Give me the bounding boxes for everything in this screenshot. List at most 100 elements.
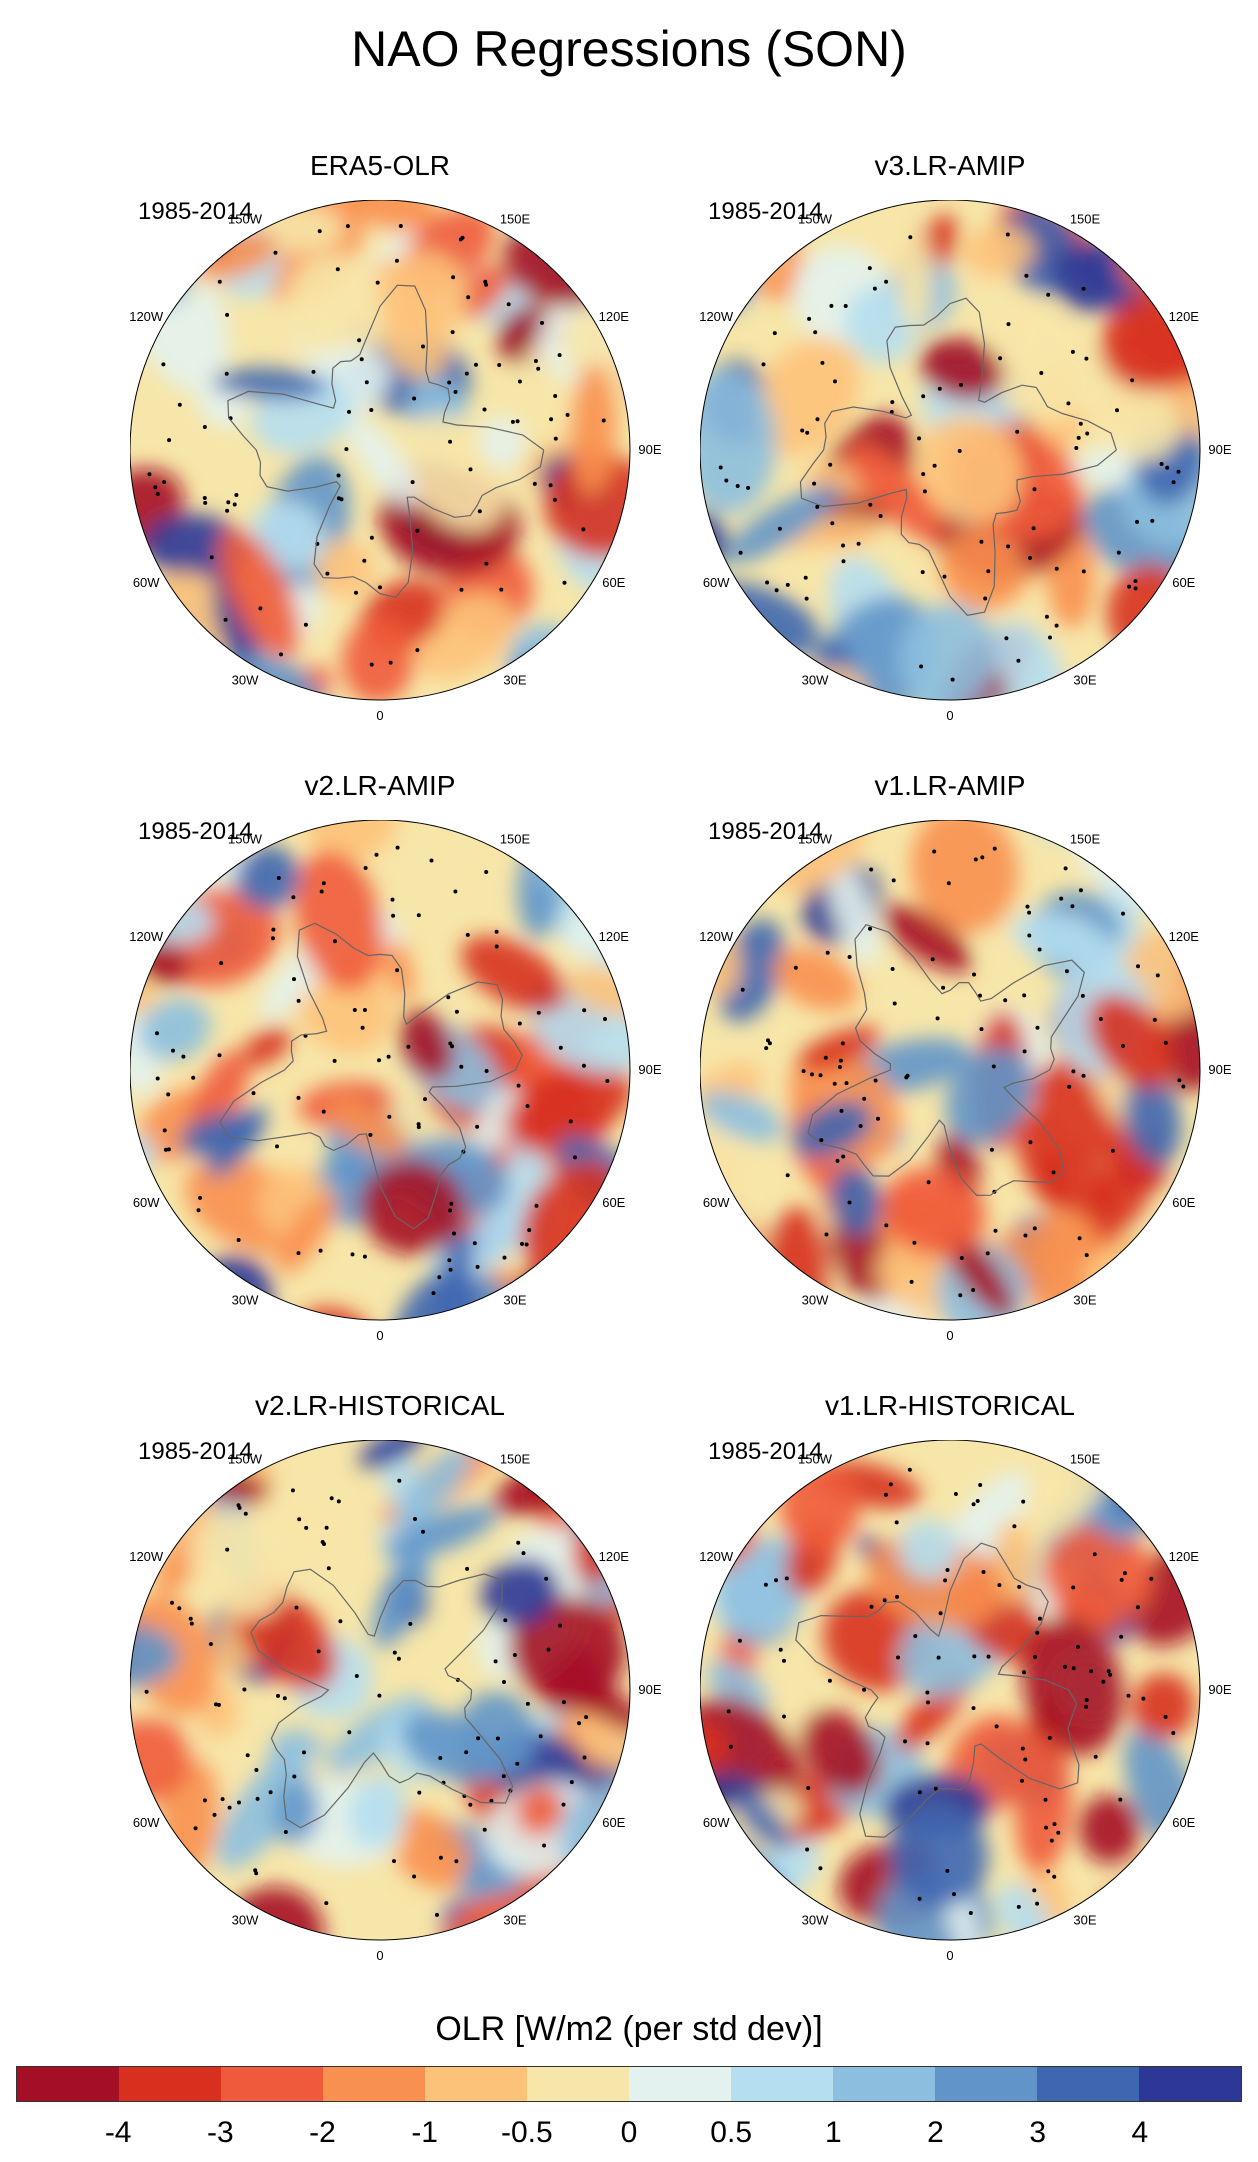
period-label: 1985-2014: [708, 818, 823, 845]
significance-dot: [1078, 421, 1083, 426]
coastline: [799, 297, 1117, 616]
significance-dot: [364, 380, 369, 385]
significance-dot: [1070, 904, 1075, 909]
significance-dot: [843, 304, 848, 308]
anomaly-region: [827, 856, 880, 966]
anomaly-region: [390, 1268, 481, 1320]
significance-dot: [936, 1655, 941, 1660]
significance-dot: [1047, 1735, 1052, 1740]
significance-dot: [415, 648, 420, 653]
colorbar: [16, 2066, 1242, 2102]
anomaly-region: [273, 1780, 320, 1844]
significance-dot: [847, 955, 852, 959]
anomaly-region: [829, 1166, 882, 1237]
significance-dot: [1028, 1140, 1033, 1145]
anomaly-region: [461, 935, 566, 1013]
longitude-label: 90E: [638, 442, 661, 457]
significance-dot: [793, 965, 798, 970]
significance-dot: [1031, 526, 1036, 531]
coastline: [795, 1542, 1080, 1838]
significance-dot: [841, 1154, 846, 1159]
map-border: [700, 200, 1201, 701]
polar-map: 180150E120E90E60E30E030W60W90W120W150W: [130, 1440, 662, 1963]
significance-dot: [868, 926, 872, 931]
significance-dot: [862, 1687, 867, 1692]
significance-dot: [1035, 1025, 1040, 1030]
significance-dot: [778, 1647, 783, 1652]
significance-dot: [815, 417, 820, 422]
significance-dot: [945, 1568, 950, 1572]
significance-dot: [935, 1016, 940, 1021]
colorbar-tick-label: 1: [824, 2116, 842, 2149]
significance-dot: [1163, 1040, 1168, 1045]
significance-dot: [283, 1830, 288, 1834]
anomaly-region: [1083, 1131, 1161, 1248]
significance-dot: [1127, 584, 1132, 589]
significance-dot: [524, 1242, 529, 1247]
significance-dot: [495, 1736, 500, 1741]
significance-dot: [1039, 371, 1044, 375]
significance-dot: [573, 1155, 577, 1160]
significance-dot: [582, 1755, 587, 1760]
significance-dot: [318, 1248, 323, 1253]
significance-dot: [162, 480, 167, 485]
significance-dot: [296, 998, 301, 1003]
anomaly-region: [167, 1908, 234, 1940]
significance-dot: [979, 1027, 984, 1032]
significance-dot: [533, 359, 538, 363]
olr-field: [700, 1440, 1200, 1940]
longitude-label: 30W: [232, 1912, 259, 1927]
significance-dot: [830, 521, 835, 526]
colorbar-tick-label: -1: [411, 2116, 438, 2149]
anomaly-region: [371, 1553, 429, 1648]
significance-dot: [1176, 469, 1181, 474]
significance-dot: [392, 1859, 396, 1864]
significance-dot: [992, 846, 997, 851]
anomaly-region: [569, 363, 617, 497]
significance-dot: [869, 867, 874, 872]
significance-dot: [894, 1520, 899, 1525]
significance-dot: [932, 849, 937, 854]
significance-dot: [1063, 866, 1068, 871]
colorbar-swatch: [221, 2067, 323, 2101]
significance-dot: [1024, 273, 1029, 278]
map-panel: v3.LR-AMIP180150E120E90E60E30E030W60W90W…: [670, 150, 1232, 750]
significance-dot: [957, 449, 962, 453]
longitude-label: 30E: [1073, 1292, 1096, 1307]
significance-dot: [917, 1790, 922, 1795]
significance-dot: [746, 485, 751, 490]
anomaly-region: [735, 1791, 791, 1850]
significance-dot: [737, 1638, 742, 1643]
significance-dot: [1122, 1571, 1127, 1576]
significance-dot: [357, 338, 362, 343]
colorbar-swatch: [731, 2067, 833, 2101]
significance-dot: [959, 1256, 964, 1260]
significance-dot: [1070, 349, 1075, 354]
significance-dot: [569, 1780, 574, 1785]
significance-dot: [1022, 1670, 1026, 1675]
significance-dot: [302, 1750, 306, 1755]
anomaly-region: [800, 1709, 881, 1795]
significance-dot: [1054, 566, 1059, 571]
significance-dot: [292, 977, 296, 982]
significance-dot: [515, 419, 520, 424]
significance-dot: [873, 1078, 878, 1083]
significance-dot: [273, 250, 278, 255]
significance-dot: [1066, 401, 1071, 406]
significance-dot: [986, 569, 991, 574]
significance-dot: [1171, 1731, 1176, 1735]
significance-dot: [1025, 904, 1030, 909]
anomaly-region: [706, 1660, 770, 1715]
significance-dot: [1084, 1253, 1089, 1258]
significance-dot: [448, 1041, 453, 1046]
significance-dot: [449, 1201, 454, 1206]
significance-dot: [375, 280, 380, 285]
significance-dot: [276, 876, 281, 880]
significance-dot: [549, 417, 554, 422]
significance-dot: [1171, 480, 1176, 485]
significance-dot: [825, 950, 830, 955]
significance-dot: [1133, 579, 1138, 584]
longitude-label: 120W: [130, 309, 164, 324]
significance-dot: [198, 1195, 203, 1200]
olr-field: [700, 200, 1200, 700]
